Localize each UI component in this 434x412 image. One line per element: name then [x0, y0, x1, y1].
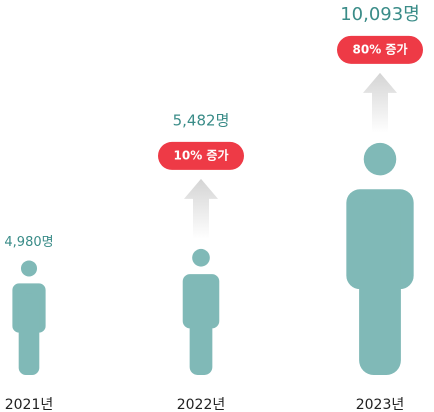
- arrow: [184, 178, 218, 239]
- person-figure: [346, 142, 414, 375]
- person-head: [363, 142, 397, 176]
- badge-text: 10% 증가: [174, 147, 229, 162]
- badge-text: 80% 증가: [353, 41, 408, 56]
- value-label: 5,482명: [173, 111, 230, 129]
- value-label: 4,980명: [4, 235, 53, 250]
- person-figure: [12, 260, 46, 375]
- person-head: [20, 260, 38, 277]
- person-leg: [189, 284, 213, 375]
- badge: [158, 141, 244, 170]
- person-head: [192, 248, 210, 267]
- person-figure: [182, 248, 220, 375]
- person-leg: [18, 293, 40, 375]
- badge: [337, 35, 423, 64]
- person-leg: [359, 199, 401, 375]
- arrow: [363, 72, 397, 133]
- x-tick-label: 2021년: [5, 397, 54, 412]
- value-label: 10,093명: [340, 4, 420, 25]
- x-tick-label: 2022년: [177, 397, 226, 412]
- x-tick-label: 2023년: [356, 397, 405, 412]
